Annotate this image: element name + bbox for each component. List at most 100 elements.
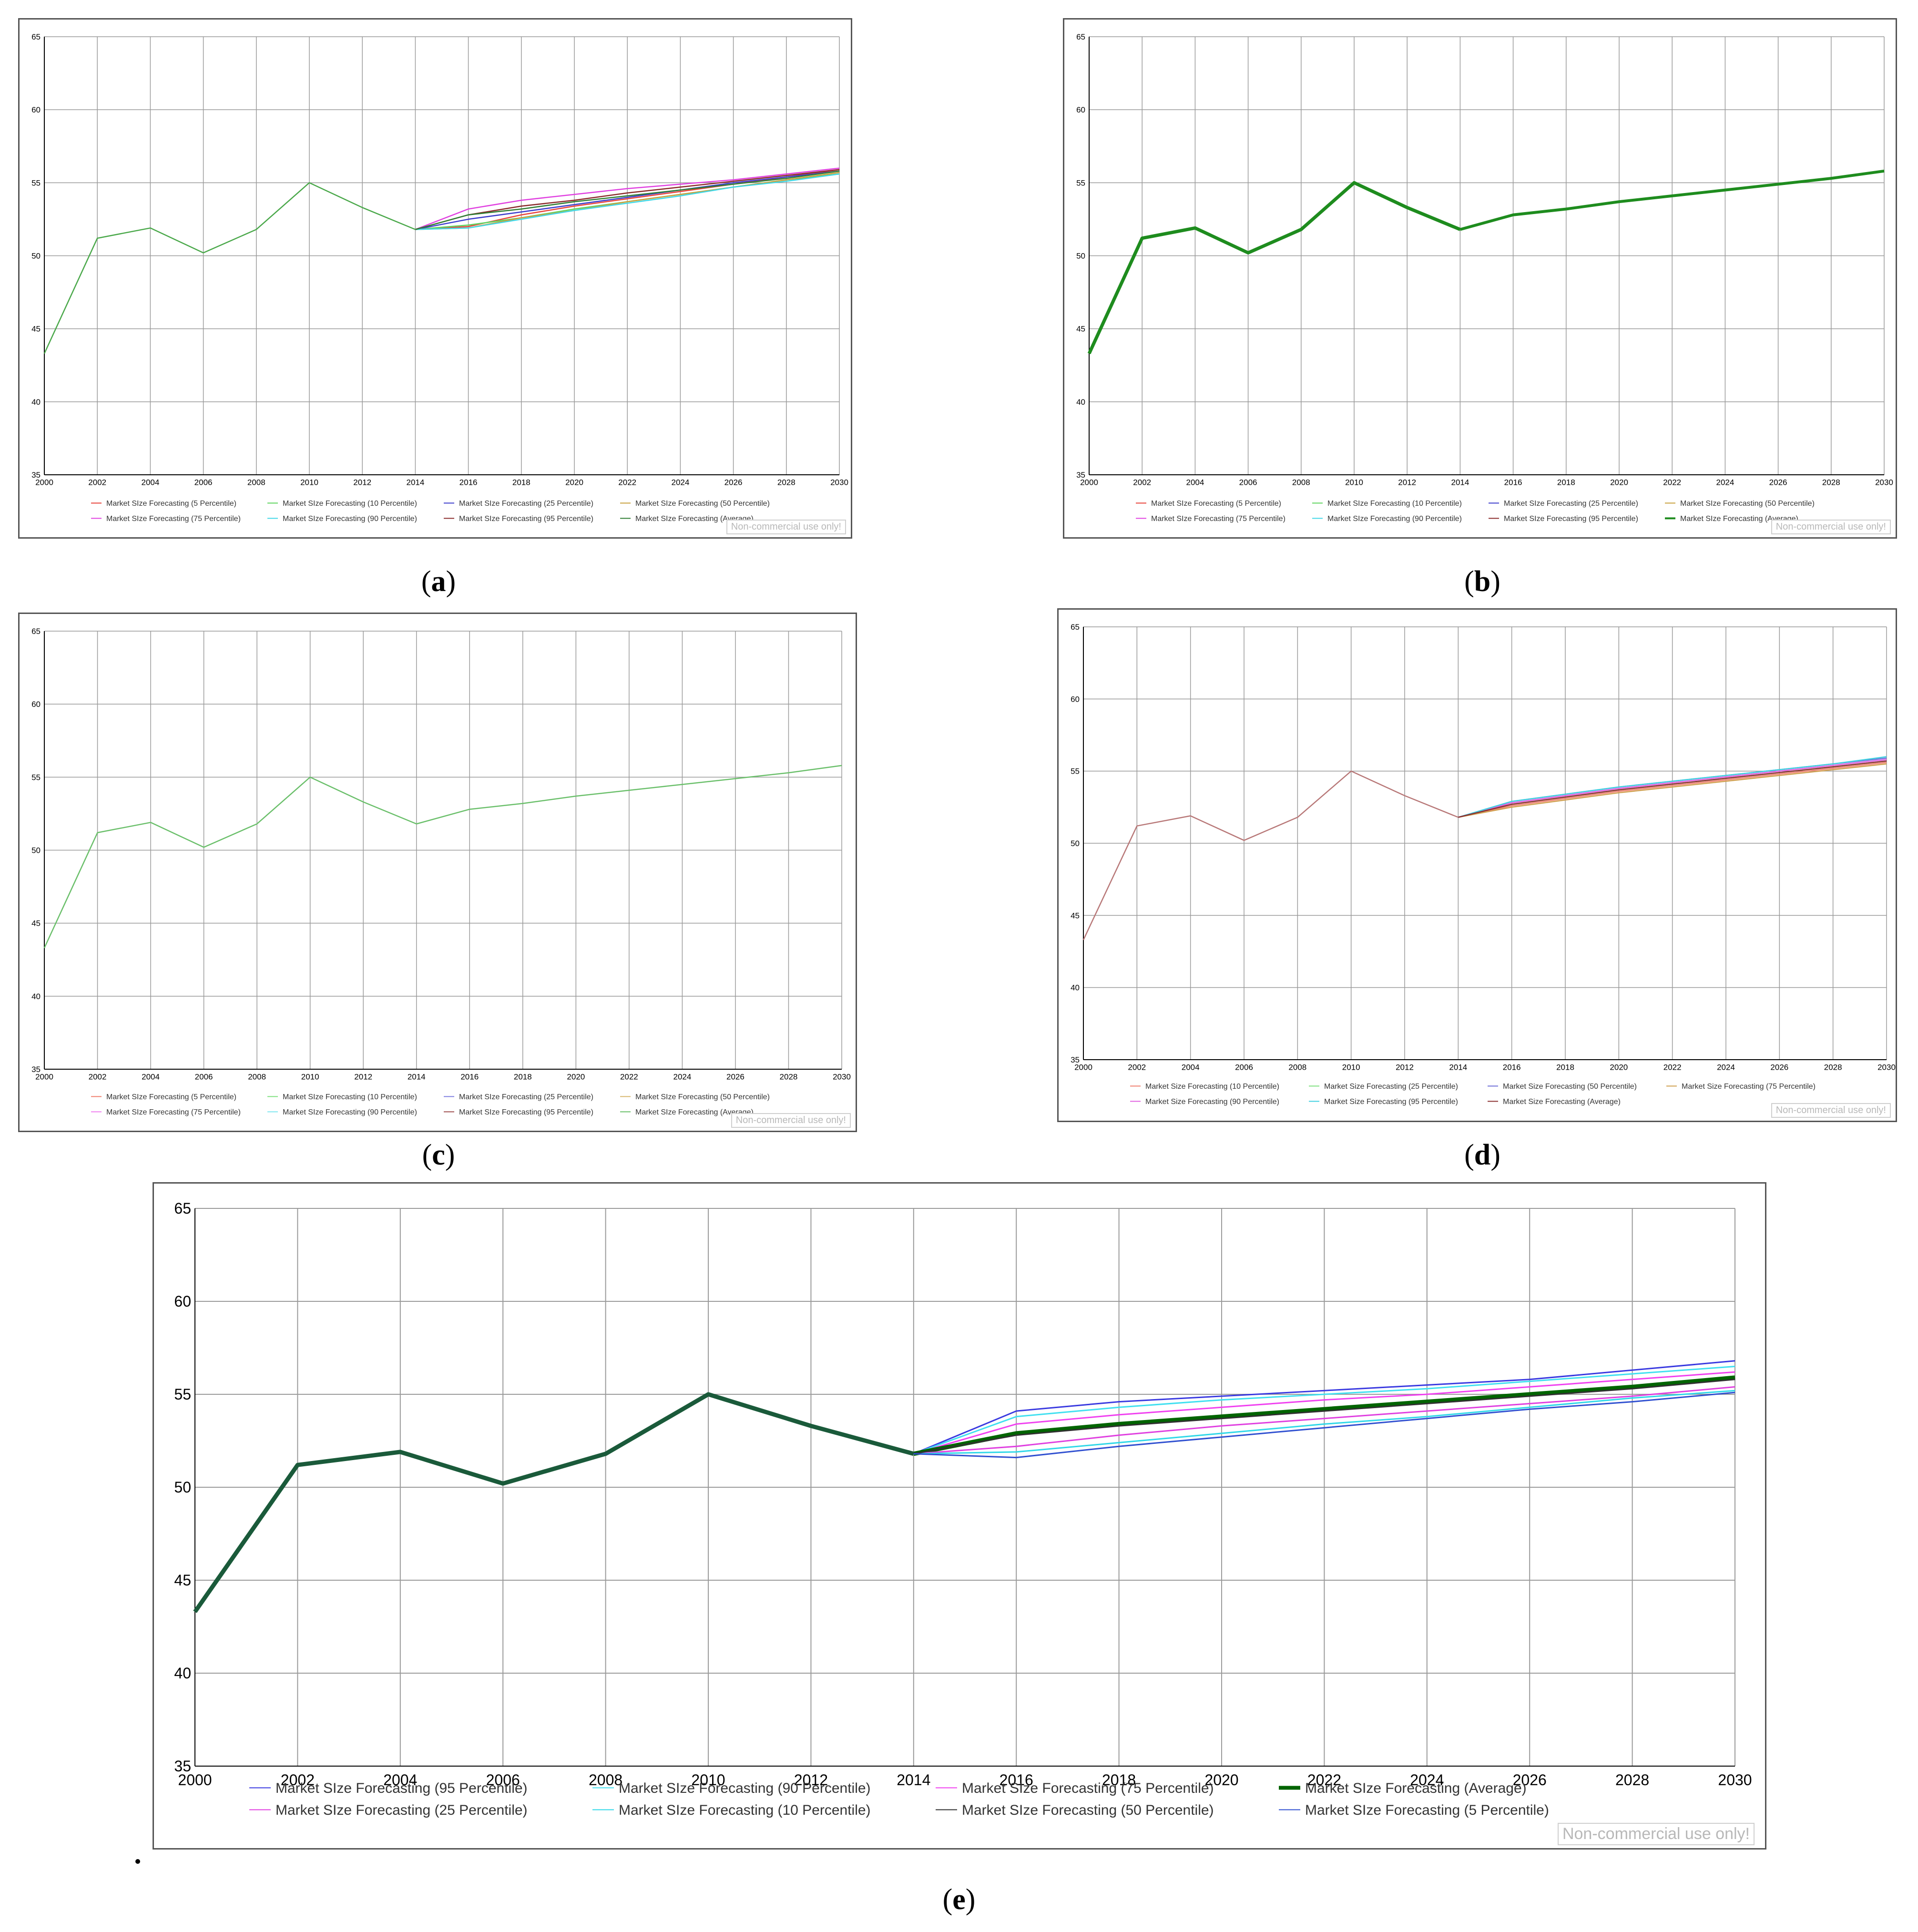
legend-label: Market SIze Forecasting (10 Percentile): [619, 1802, 871, 1818]
legend-label: Market SIze Forecasting (50 Percentile): [1680, 500, 1815, 508]
legend-label: Market SIze Forecasting (Average): [635, 515, 754, 523]
x-tick-label: 2026: [724, 478, 743, 487]
series-line: [913, 1371, 1735, 1455]
x-tick-label: 2030: [1718, 1771, 1752, 1789]
x-tick-label: 2016: [1000, 1771, 1033, 1789]
y-tick-label: 50: [31, 251, 41, 260]
x-tick-label: 2024: [673, 1072, 691, 1081]
legend-label: Market SIze Forecasting (5 Percentile): [1305, 1802, 1549, 1818]
legend-label: Market SIze Forecasting (10 Percentile): [283, 1093, 417, 1101]
x-tick-label: 2014: [1449, 1063, 1467, 1072]
chart-panel-e: 35 40 45 50 55 60 65 2000 2002 2004 2006 2008 2010 20…: [153, 1182, 1766, 1850]
series-line: [1458, 756, 1887, 818]
caption-c: (c): [422, 1139, 455, 1171]
x-tick-label: 2026: [1770, 1063, 1788, 1072]
legend-label: Market Size Forecasting (10 Percentile): [1145, 1083, 1279, 1091]
x-tick-label: 2012: [794, 1771, 828, 1789]
x-tick-label: 2004: [142, 1072, 160, 1081]
y-tick-label: 35: [31, 1065, 41, 1074]
y-tick-label: 35: [174, 1758, 191, 1775]
x-tick-label: 2024: [671, 478, 689, 487]
y-tick-label: 55: [31, 178, 41, 187]
legend-label: Market SIze Forecasting (5 Percentile): [106, 1093, 236, 1101]
x-tick-label: 2024: [1717, 1063, 1735, 1072]
legend-label: Market SIze Forecasting (90 Percentile): [619, 1780, 871, 1796]
series-line: [1458, 763, 1887, 818]
series-line: [415, 167, 840, 230]
legend-label: Market SIze Forecasting (90 Percentile): [1327, 515, 1462, 523]
x-tick-label: 2008: [589, 1771, 622, 1789]
chart-d-svg: 35 40 45 50 55 60 65 2000 2002 2004 2006 2008 2010 20…: [1071, 623, 1896, 1106]
x-tick-label: 2028: [1615, 1771, 1649, 1789]
legend-label: Market SIze Forecasting (25 Percentile): [459, 1093, 593, 1101]
watermark: Non-commercial use only!: [1771, 520, 1891, 534]
series-line: [1458, 759, 1887, 818]
x-tick-label: 2024: [1410, 1771, 1444, 1789]
x-tick-label: 2010: [1342, 1063, 1360, 1072]
x-tick-label: 2026: [726, 1072, 745, 1081]
chart-e-svg: 35 40 45 50 55 60 65 2000 2002 2004 2006 2008 2010 20…: [174, 1200, 1752, 1818]
x-tick-label: 2002: [1128, 1063, 1146, 1072]
x-tick-label: 2016: [460, 1072, 479, 1081]
x-tick-label: 2002: [281, 1771, 315, 1789]
stray-dot: [135, 1859, 140, 1864]
x-tick-label: 2000: [35, 478, 53, 487]
y-tick-label: 45: [174, 1572, 191, 1589]
x-tick-label: 2008: [248, 1072, 266, 1081]
legend-label: Market SIze Forecasting (50 Percentile): [635, 1093, 770, 1101]
legend-label: Market SIze Forecasting (90 Percentile): [283, 515, 417, 523]
legend: Market Size Forecasting (10 Percentile) M…: [1130, 1083, 1816, 1106]
series-line: [415, 170, 840, 230]
history-line: [1082, 770, 1459, 940]
x-tick-label: 2028: [780, 1072, 798, 1081]
legend-label: Market SIze Forecasting (25 Percentile): [459, 500, 593, 508]
series-line: [913, 1360, 1735, 1455]
x-tick-label: 2002: [1133, 478, 1151, 487]
y-tick-label: 40: [31, 398, 41, 407]
x-tick-label: 2006: [195, 1072, 213, 1081]
y-tick-label: 55: [174, 1386, 191, 1403]
legend-label: Market SIze Forecasting (50 Percentile): [962, 1802, 1214, 1818]
x-tick-label: 2030: [1875, 478, 1893, 487]
x-tick-label: 2008: [1292, 478, 1310, 487]
x-tick-label: 2010: [691, 1771, 725, 1789]
x-tick-label: 2018: [1102, 1771, 1136, 1789]
x-tick-label: 2006: [486, 1771, 520, 1789]
x-tick-label: 2026: [1513, 1771, 1547, 1789]
x-tick-label: 2028: [1822, 478, 1840, 487]
caption-d: (d): [1464, 1139, 1500, 1171]
series-line: [913, 1379, 1735, 1455]
legend: Market SIze Forecasting (95 Percentile) M…: [249, 1780, 1549, 1818]
x-tick-label: 2000: [35, 1072, 53, 1081]
legend-label: Market Size Forecasting (25 Percentile): [1324, 1083, 1458, 1091]
y-tick-label: 65: [31, 32, 41, 41]
x-tick-label: 2012: [1398, 478, 1416, 487]
history-line: [43, 777, 417, 949]
series-line: [913, 1386, 1735, 1455]
x-tick-label: 2008: [247, 478, 265, 487]
y-tick-label: 60: [1071, 695, 1080, 704]
x-tick-label: 2010: [300, 478, 318, 487]
y-tick-label: 65: [174, 1200, 191, 1217]
x-tick-label: 2006: [1239, 478, 1257, 487]
series-line: [1458, 760, 1887, 818]
grid: [44, 631, 842, 1070]
history-line: [1087, 181, 1461, 355]
y-tick-label: 60: [31, 700, 41, 709]
x-tick-label: 2028: [777, 478, 796, 487]
y-tick-label: 55: [1071, 767, 1080, 776]
series-line: [913, 1366, 1735, 1455]
x-tick-label: 2024: [1716, 478, 1734, 487]
watermark: Non-commercial use only!: [731, 1113, 851, 1128]
legend-label: Market SIze Forecasting (75 Percentile): [106, 1108, 241, 1116]
legend-label: Market Size Forecasting (50 Percentile): [1503, 1083, 1637, 1091]
y-tick-label: 65: [1076, 32, 1085, 41]
x-tick-label: 2018: [1557, 478, 1575, 487]
x-tick-label: 2004: [1182, 1063, 1200, 1072]
history-line: [193, 1392, 914, 1613]
y-tick-label: 50: [174, 1479, 191, 1496]
legend-label: Market Size Forecasting (95 Percentile): [1324, 1098, 1458, 1106]
x-tick-label: 2020: [1610, 1063, 1628, 1072]
x-tick-label: 2016: [1504, 478, 1522, 487]
legend-label: Market Size Forecasting (90 Percentile): [1145, 1098, 1279, 1106]
